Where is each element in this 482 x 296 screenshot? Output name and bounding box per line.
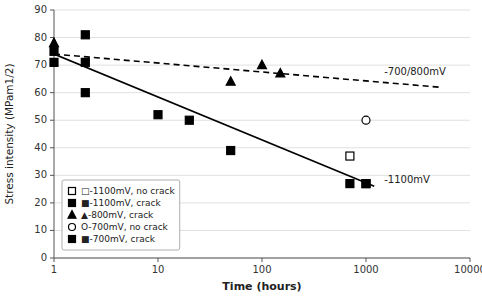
y-tick — [50, 202, 54, 203]
legend-swatch — [69, 224, 76, 231]
legend-swatch — [68, 211, 76, 219]
y-tick-label: 30 — [34, 169, 47, 180]
point — [276, 68, 285, 77]
x-tick — [262, 258, 263, 262]
point — [346, 152, 354, 160]
y-tick-label: 90 — [34, 4, 47, 15]
point — [154, 111, 162, 119]
point — [258, 60, 267, 69]
y-tick — [50, 37, 54, 38]
point — [362, 180, 370, 188]
point — [185, 116, 193, 124]
legend-box — [62, 180, 180, 250]
legend-swatch — [69, 200, 76, 207]
point — [362, 180, 370, 188]
legend-label: □-1100mV, no crack — [81, 186, 175, 196]
x-axis-label: Time (hours) — [222, 280, 301, 293]
legend-swatch — [69, 188, 76, 195]
grid-line — [54, 92, 470, 93]
grid-line — [54, 10, 470, 11]
y-tick-label: 0 — [41, 252, 47, 263]
grid-line — [54, 147, 470, 148]
y-tick-label: 70 — [34, 59, 47, 70]
y-tick — [50, 258, 54, 259]
plot-area — [54, 10, 470, 258]
grid-line — [54, 37, 470, 38]
point — [81, 58, 89, 66]
legend-label: O-700mV, no crack — [81, 222, 169, 232]
trend-line — [54, 54, 439, 87]
x-tick-label: 100 — [252, 264, 271, 275]
x-tick — [158, 258, 159, 262]
y-tick — [50, 175, 54, 176]
legend-label: ■-1100mV, crack — [81, 198, 161, 208]
y-tick — [50, 10, 54, 11]
grid-line — [54, 120, 470, 121]
y-tick-label: 40 — [34, 142, 47, 153]
lines — [54, 54, 439, 186]
y-tick-label: 80 — [34, 32, 47, 43]
point — [362, 116, 370, 124]
x-tick — [54, 258, 55, 262]
point — [346, 180, 354, 188]
y-tick — [50, 120, 54, 121]
legend-label: ■-700mV, crack — [81, 234, 156, 244]
y-tick — [50, 230, 54, 231]
annotation: -700/800mV — [384, 66, 446, 77]
trend-line — [54, 54, 374, 186]
y-tick-label: 60 — [34, 87, 47, 98]
y-tick — [50, 147, 54, 148]
legend-swatch — [69, 236, 76, 243]
point — [81, 31, 89, 39]
legend: □-1100mV, no crack ■-1100mV, crack ▲-800mV… — [62, 180, 180, 250]
grid-line — [54, 258, 470, 259]
y-tick-label: 20 — [34, 197, 47, 208]
legend-label: ▲-800mV, crack — [81, 210, 154, 220]
x-tick-label: 1000 — [353, 264, 378, 275]
x-axis — [54, 258, 470, 259]
y-tick-label: 10 — [34, 224, 47, 235]
point — [227, 147, 235, 155]
x-tick-label: 10 — [152, 264, 165, 275]
x-tick-label: 1 — [51, 264, 57, 275]
annotation: -1100mV — [384, 174, 430, 185]
point — [50, 38, 59, 47]
x-tick-label: 10000 — [454, 264, 482, 275]
x-tick — [470, 258, 471, 262]
grid — [54, 10, 470, 258]
point — [226, 77, 235, 86]
points — [50, 31, 371, 188]
point — [50, 47, 58, 55]
x-tick — [366, 258, 367, 262]
y-tick — [50, 92, 54, 93]
chart: 0 10 20 30 40 50 60 70 80 90 1 10 100 1000 10000 Time (… — [0, 0, 482, 296]
y-tick-label: 50 — [34, 114, 47, 125]
point — [50, 58, 58, 66]
y-axis-label: Stress intensity (MPam1/2) — [3, 63, 15, 204]
point — [81, 89, 89, 97]
